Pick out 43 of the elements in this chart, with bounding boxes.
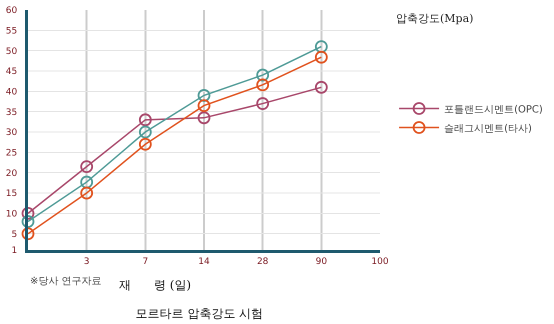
legend-label: 포틀랜드시멘트(OPC) [444, 104, 543, 116]
point [314, 50, 328, 64]
point [198, 89, 210, 102]
point [314, 40, 328, 54]
point [256, 68, 270, 82]
y-tick-label: 15 [6, 189, 18, 200]
point [256, 78, 270, 92]
y-tick-label: 55 [6, 26, 18, 36]
y-tick-label: 35 [6, 108, 18, 118]
x-tick-label: 90 [316, 256, 328, 267]
point [138, 138, 152, 151]
x-tick-label: 7 [142, 256, 148, 267]
y-tick-label: 5 [11, 230, 18, 240]
point [256, 97, 270, 110]
point [198, 111, 210, 124]
x-tick-label: 100 [371, 256, 389, 267]
point [80, 176, 94, 188]
y-tick-label: 10 [6, 210, 18, 220]
y-tick-label: 30 [6, 128, 18, 138]
point [198, 99, 210, 112]
x-tick-label: 3 [84, 256, 90, 267]
y-tick-label: 40 [6, 88, 18, 98]
x-tick-label: 14 [198, 256, 210, 267]
y-tick-label: 60 [6, 6, 18, 16]
point [80, 160, 94, 174]
legend-label: 슬래그시멘트(타사) [444, 123, 532, 134]
x-axis-title: 재 령 (일) [119, 278, 192, 292]
y-tick-label: 20 [6, 168, 18, 179]
text: ※당사 연구자료 [30, 276, 102, 287]
y-tick-label: 1 [11, 246, 18, 256]
text: 모르타르 압축강도 시험 [136, 306, 264, 321]
y-tick-label: 45 [6, 67, 18, 78]
point [138, 113, 152, 126]
point [138, 126, 152, 138]
point [314, 80, 328, 94]
point [22, 215, 34, 228]
point [22, 206, 34, 220]
y-tick-label: 50 [6, 46, 18, 57]
x-tick-label: 28 [256, 256, 269, 267]
y-tick-label: 25 [6, 148, 18, 159]
point [80, 186, 94, 200]
y-axis-title: 압축강도(Mpa) [396, 12, 474, 25]
point [22, 227, 34, 240]
